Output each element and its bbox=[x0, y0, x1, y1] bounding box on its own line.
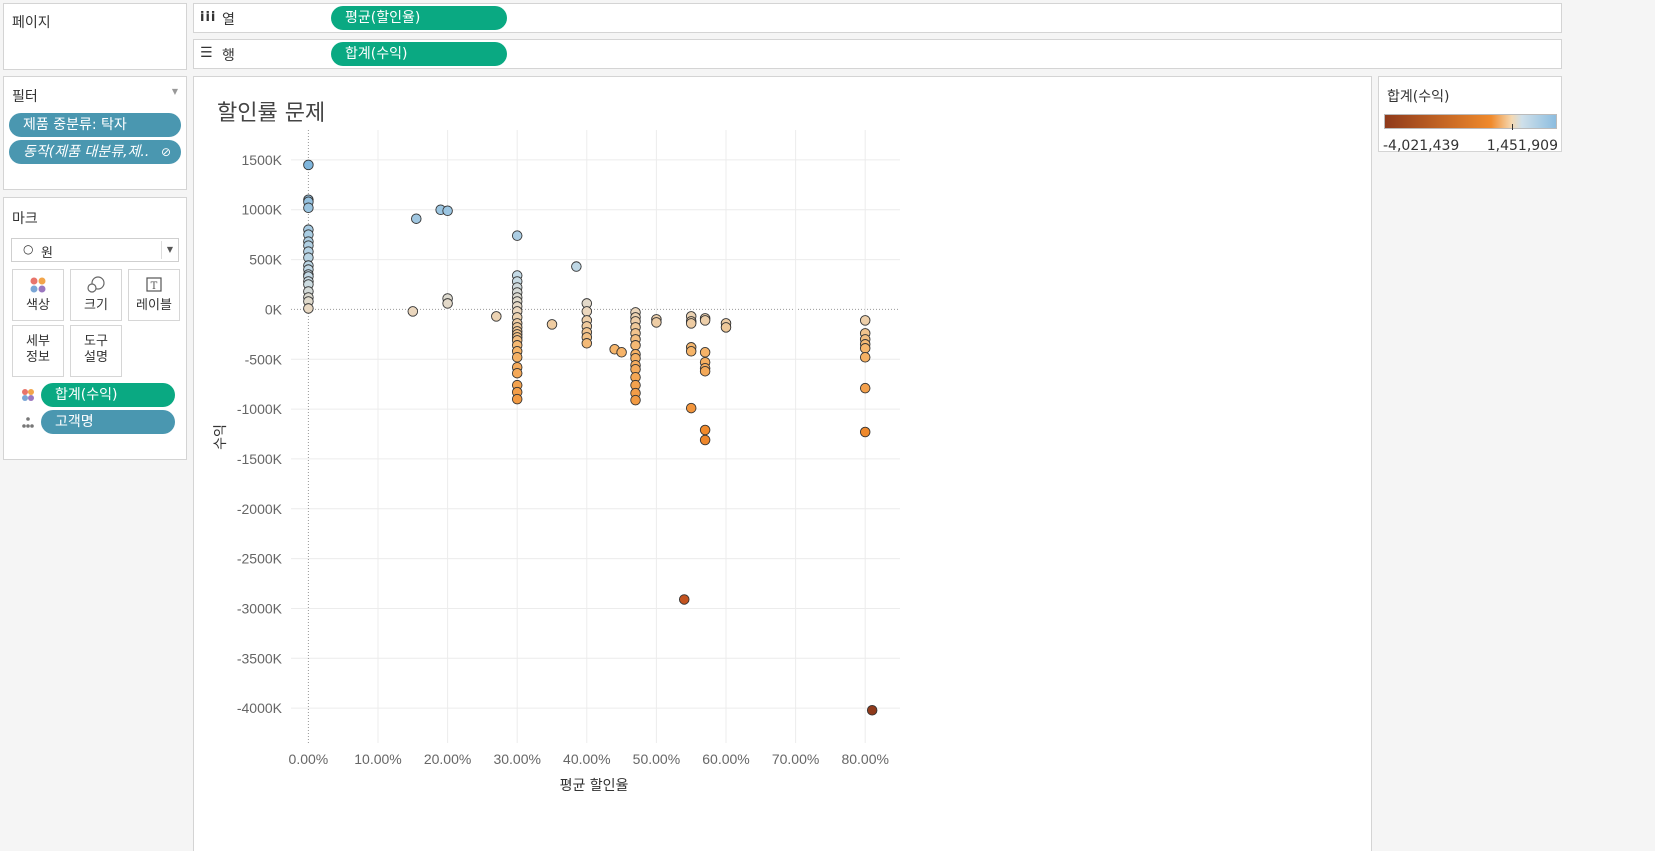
color-icon bbox=[21, 388, 35, 406]
color-icon bbox=[13, 276, 63, 298]
view-panel bbox=[193, 76, 1372, 851]
size-icon bbox=[71, 276, 121, 298]
marks-field-sum-profit[interactable]: 합계(수익) bbox=[41, 383, 175, 407]
filter-pill-subcategory[interactable]: 제품 중분류: 탁자 bbox=[9, 113, 181, 137]
marks-label-button[interactable]: T 레이블 bbox=[128, 269, 180, 321]
color-legend-card: 합계(수익) bbox=[1378, 76, 1562, 152]
columns-pill-avg-discount[interactable]: 평균(할인율) bbox=[331, 6, 507, 30]
legend-min-label: -4,021,439 bbox=[1383, 138, 1460, 154]
rows-pill-sum-profit[interactable]: 합계(수익) bbox=[331, 42, 507, 66]
marks-title: 마크 bbox=[12, 211, 38, 227]
marks-field-customer-name[interactable]: 고객명 bbox=[41, 410, 175, 434]
legend-zero-marker bbox=[1512, 124, 1513, 130]
columns-icon: iii bbox=[200, 10, 217, 25]
rows-shelf-label: 행 bbox=[222, 48, 235, 64]
chart-title: 할인률 문제 bbox=[217, 101, 326, 126]
filters-title: 필터 bbox=[12, 89, 38, 105]
marks-color-label: 색상 bbox=[26, 298, 50, 313]
marks-card: 마크 ○ 원 ▼ 색상 크기 T 레이블 세부 정보 도구 설명 합계(수익) … bbox=[3, 197, 187, 460]
filter-pill-action-label: 동작(제품 대분류,제.. bbox=[23, 144, 150, 160]
marks-size-button[interactable]: 크기 bbox=[70, 269, 122, 321]
legend-color-ramp[interactable] bbox=[1384, 114, 1557, 129]
legend-max-label: 1,451,909 bbox=[1486, 138, 1558, 154]
circle-mark-icon: ○ bbox=[23, 242, 34, 256]
columns-shelf[interactable]: iii 열 평균(할인율) bbox=[193, 3, 1562, 33]
marks-color-button[interactable]: 색상 bbox=[12, 269, 64, 321]
rows-shelf[interactable]: ☰ 행 합계(수익) bbox=[193, 39, 1562, 69]
pages-title: 페이지 bbox=[12, 15, 51, 31]
columns-shelf-label: 열 bbox=[222, 12, 235, 28]
dropdown-divider bbox=[161, 241, 162, 259]
marks-detail-label: 세부 정보 bbox=[26, 334, 50, 365]
mark-type-dropdown[interactable]: ○ 원 ▼ bbox=[11, 238, 179, 262]
filters-card: 필터 ▼ 제품 중분류: 탁자 동작(제품 대분류,제.. ⊘ bbox=[3, 76, 187, 190]
marks-tooltip-label: 도구 설명 bbox=[84, 334, 108, 365]
marks-detail-button[interactable]: 세부 정보 bbox=[12, 325, 64, 377]
mark-type-label: 원 bbox=[41, 246, 53, 261]
marks-label-label: 레이블 bbox=[136, 298, 172, 313]
legend-title: 합계(수익) bbox=[1387, 89, 1450, 105]
marks-tooltip-button[interactable]: 도구 설명 bbox=[70, 325, 122, 377]
filters-menu-arrow-icon[interactable]: ▼ bbox=[171, 87, 178, 96]
link-icon: ⊘ bbox=[160, 145, 171, 159]
pages-card: 페이지 bbox=[3, 3, 187, 70]
filter-pill-action[interactable]: 동작(제품 대분류,제.. ⊘ bbox=[9, 140, 181, 164]
svg-text:T: T bbox=[151, 281, 158, 292]
marks-size-label: 크기 bbox=[84, 298, 108, 313]
chevron-down-icon: ▼ bbox=[166, 245, 173, 254]
label-icon: T bbox=[129, 276, 179, 298]
rows-icon: ☰ bbox=[200, 45, 213, 61]
detail-icon bbox=[21, 416, 35, 434]
